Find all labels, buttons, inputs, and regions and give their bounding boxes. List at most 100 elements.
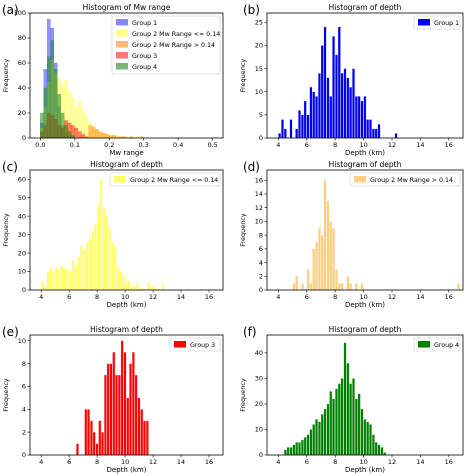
bar bbox=[312, 248, 316, 291]
bar bbox=[332, 228, 336, 291]
x-tick-label: 14 bbox=[416, 141, 424, 149]
bar bbox=[71, 260, 75, 291]
bar bbox=[323, 180, 327, 291]
bar bbox=[377, 123, 381, 139]
bar bbox=[63, 267, 67, 291]
x-tick-label: 10 bbox=[359, 293, 367, 301]
bar bbox=[43, 87, 48, 139]
bar bbox=[349, 86, 353, 139]
bar bbox=[283, 128, 287, 139]
bar bbox=[120, 340, 124, 456]
x-tick-label: 6 bbox=[67, 458, 71, 466]
y-tick-label: 10 bbox=[255, 426, 263, 434]
x-axis-label: Mw range bbox=[109, 149, 143, 157]
y-tick-label: 4 bbox=[259, 259, 263, 267]
x-tick-label: 0.3 bbox=[139, 141, 149, 149]
bar bbox=[161, 284, 165, 291]
panel-6: (f) Histogram of depth 4 6 8 10 12 14 16 0 10 20 30 4… bbox=[239, 325, 464, 474]
y-axis-label: Frequency bbox=[2, 378, 10, 412]
y-tick-label: 30 bbox=[18, 231, 26, 239]
y-tick-label: 80 bbox=[18, 34, 26, 42]
bar bbox=[366, 119, 370, 139]
legend: Group 3 bbox=[169, 337, 221, 352]
bar bbox=[335, 54, 338, 139]
legend-swatch bbox=[116, 19, 128, 26]
bar bbox=[357, 393, 361, 456]
bar bbox=[289, 119, 293, 139]
y-tick-label: 14 bbox=[255, 190, 263, 198]
series-1 bbox=[76, 340, 149, 456]
bar bbox=[352, 378, 355, 456]
y-tick-label: 8 bbox=[259, 231, 263, 239]
bars bbox=[40, 19, 144, 139]
bar bbox=[300, 114, 304, 139]
bar bbox=[346, 362, 350, 456]
bar bbox=[369, 119, 372, 139]
panel-label: (b) bbox=[243, 3, 260, 17]
legend-swatch bbox=[418, 19, 430, 26]
bar bbox=[66, 269, 70, 291]
bars bbox=[292, 180, 461, 291]
bar bbox=[105, 215, 109, 291]
bar bbox=[145, 420, 149, 456]
bar bbox=[137, 397, 141, 456]
bar bbox=[323, 408, 327, 456]
y-tick-label: 6 bbox=[22, 383, 26, 391]
legend-entry: Group 3 bbox=[132, 53, 157, 60]
bar bbox=[363, 419, 367, 456]
y-tick-label: 10 bbox=[255, 88, 263, 96]
bar bbox=[46, 271, 50, 291]
bar bbox=[315, 96, 318, 139]
bar bbox=[85, 241, 89, 291]
x-tick-label: 8 bbox=[333, 293, 337, 301]
bar bbox=[289, 447, 293, 456]
y-axis-label: Frequency bbox=[239, 213, 247, 247]
bar bbox=[130, 286, 134, 291]
legend-entry: Group 2 Mw Range <= 0.14 bbox=[132, 31, 220, 38]
bar bbox=[102, 132, 106, 139]
x-tick-label: 4 bbox=[39, 293, 43, 301]
legend-entry: Group 1 bbox=[132, 20, 157, 27]
y-tick-label: 4 bbox=[22, 405, 26, 413]
bar bbox=[363, 96, 367, 139]
bar bbox=[292, 444, 296, 456]
panel-label: (f) bbox=[243, 325, 257, 339]
bar bbox=[99, 179, 103, 291]
bar bbox=[295, 128, 299, 139]
bar bbox=[340, 73, 344, 139]
bar bbox=[50, 40, 54, 139]
y-tick-label: 0 bbox=[22, 134, 26, 142]
legend-swatch bbox=[174, 341, 186, 348]
bar bbox=[119, 271, 123, 291]
bar bbox=[317, 421, 321, 456]
bar bbox=[295, 276, 299, 291]
plot-frame bbox=[266, 334, 464, 456]
y-tick-label: 20 bbox=[18, 109, 26, 117]
bar bbox=[127, 280, 131, 291]
bar bbox=[74, 127, 79, 139]
bar bbox=[346, 77, 350, 139]
legend-entry: Group 2 Mw Range > 0.14 bbox=[132, 42, 215, 49]
y-tick-label: 20 bbox=[255, 400, 263, 408]
x-tick-label: 4 bbox=[276, 293, 280, 301]
legend-swatch bbox=[116, 52, 128, 59]
legend-swatch bbox=[114, 176, 126, 183]
x-tick-label: 10 bbox=[359, 458, 367, 466]
bar bbox=[84, 409, 88, 456]
bar bbox=[326, 403, 330, 456]
y-tick-label: 10 bbox=[18, 337, 26, 345]
bar bbox=[80, 245, 83, 291]
bar bbox=[326, 77, 330, 139]
bar bbox=[323, 26, 327, 139]
bar bbox=[309, 282, 313, 291]
bar bbox=[95, 129, 99, 139]
bar bbox=[317, 228, 321, 291]
bar bbox=[357, 96, 361, 139]
x-tick-label: 4 bbox=[276, 141, 280, 149]
panel-label: (e) bbox=[2, 325, 19, 339]
bar bbox=[298, 110, 301, 139]
bar bbox=[41, 280, 44, 291]
bar bbox=[306, 269, 310, 291]
bar bbox=[340, 282, 344, 291]
y-axis-label: Frequency bbox=[2, 213, 10, 247]
